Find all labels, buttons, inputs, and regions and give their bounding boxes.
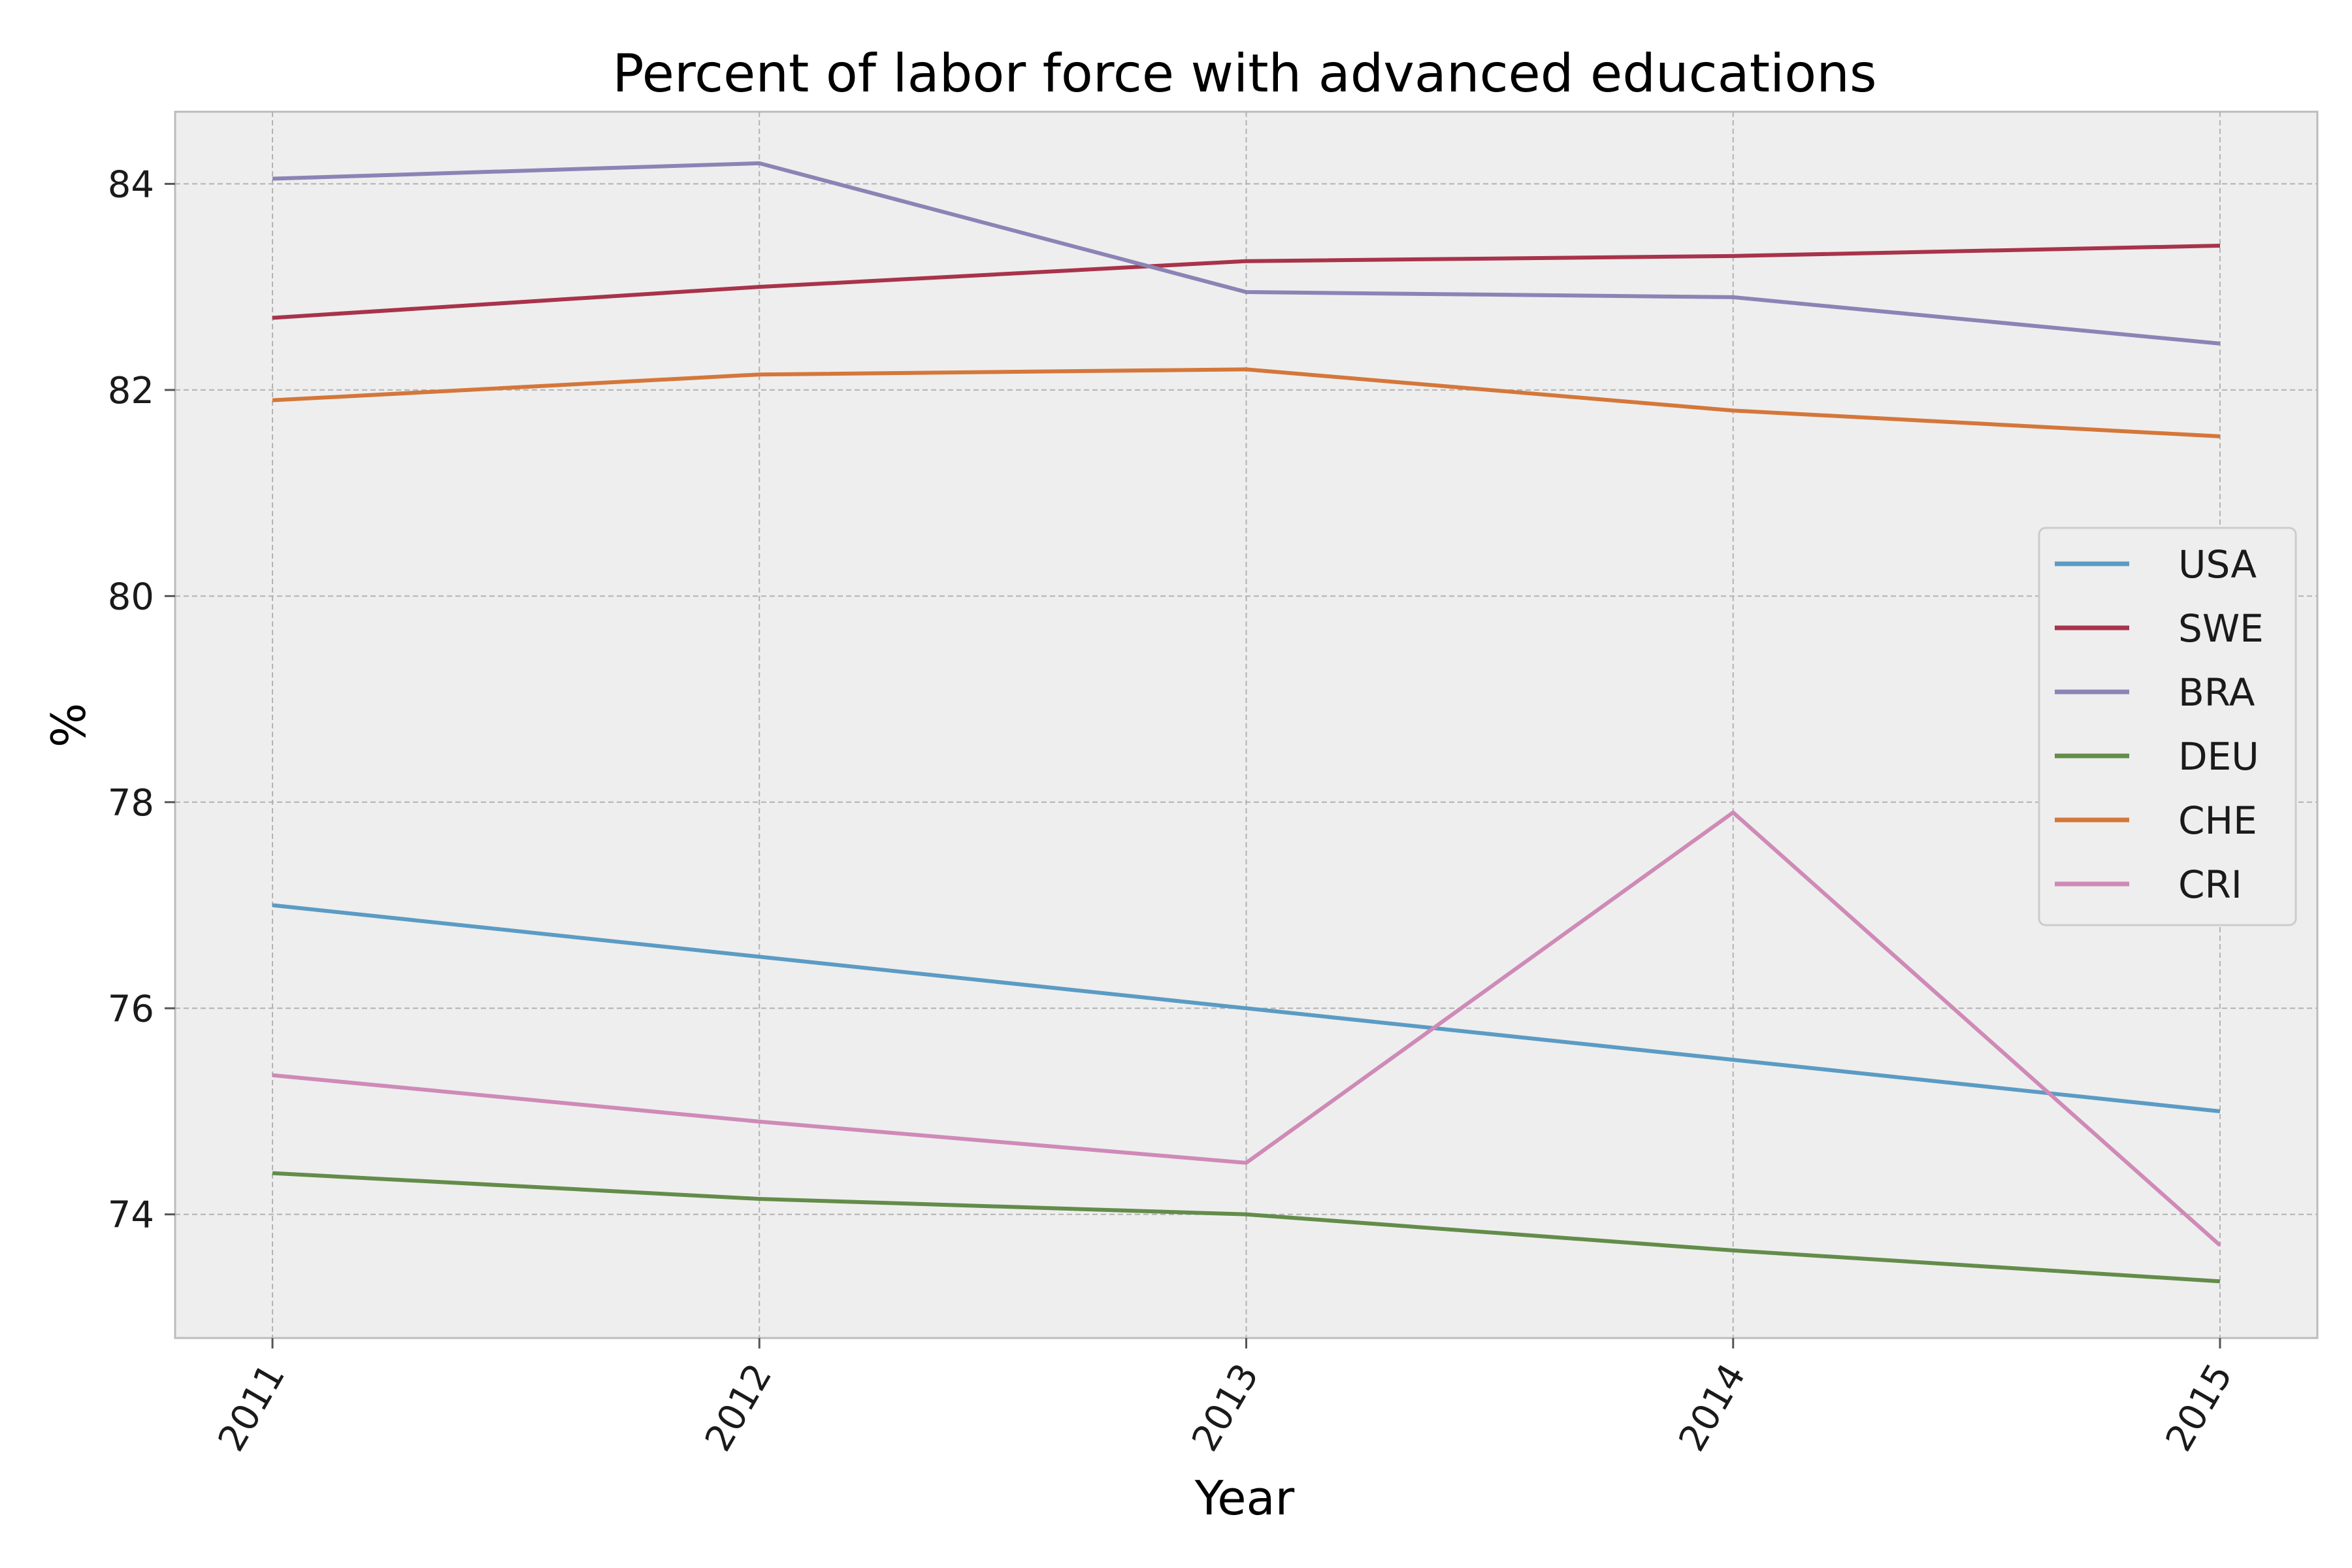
y-tick-label: 76: [108, 988, 154, 1030]
y-tick-label: 80: [108, 576, 154, 618]
y-axis-ticks: 74 76 78 80 82 84: [108, 163, 175, 1237]
y-axis-label: %: [41, 703, 96, 747]
x-axis-label: Year: [1194, 1471, 1295, 1526]
x-tick-label: 2013: [1184, 1357, 1267, 1459]
series-lines: [272, 161, 2221, 1284]
legend: USA SWE BRA DEU CHE CRI: [2038, 527, 2297, 926]
x-tick-label: 2011: [210, 1357, 294, 1459]
legend-label: CRI: [2178, 862, 2242, 907]
x-tick-label: 2012: [697, 1357, 781, 1459]
y-tick-label: 74: [108, 1194, 154, 1237]
x-tick-label: 2014: [1671, 1357, 1754, 1459]
legend-label: SWE: [2178, 606, 2264, 651]
legend-label: DEU: [2178, 734, 2259, 779]
legend-label: USA: [2178, 542, 2257, 587]
legend-label: BRA: [2178, 670, 2255, 715]
x-axis-ticks: 2011 2012 2013 2014 2015: [210, 1338, 2241, 1458]
series-line-che: [272, 367, 2221, 438]
legend-box: [2038, 527, 2297, 926]
x-tick-label: 2015: [2158, 1357, 2242, 1459]
series-line-bra: [272, 161, 2221, 346]
y-tick-label: 78: [108, 782, 154, 825]
series-line-swe: [272, 244, 2221, 320]
legend-label: CHE: [2178, 798, 2257, 843]
grid-lines: [175, 112, 2317, 1338]
series-line-deu: [272, 1171, 2221, 1284]
series-line-cri: [272, 810, 2221, 1247]
series-line-usa: [272, 903, 2221, 1113]
y-tick-label: 82: [108, 370, 154, 412]
chart-title: Percent of labor force with advanced edu…: [612, 43, 1876, 104]
y-tick-label: 84: [108, 163, 154, 206]
